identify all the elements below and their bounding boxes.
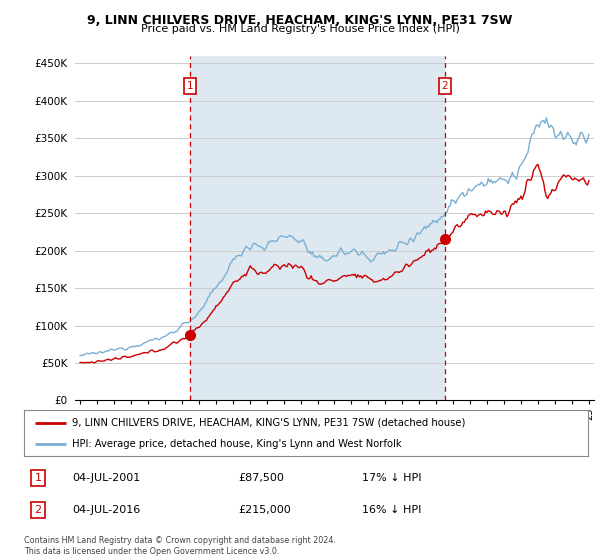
Text: 1: 1 [35,473,41,483]
Text: Contains HM Land Registry data © Crown copyright and database right 2024.
This d: Contains HM Land Registry data © Crown c… [24,536,336,556]
Text: 04-JUL-2001: 04-JUL-2001 [72,473,140,483]
Text: 17% ↓ HPI: 17% ↓ HPI [362,473,422,483]
Text: 16% ↓ HPI: 16% ↓ HPI [362,505,422,515]
Bar [190,56,445,400]
Text: 9, LINN CHILVERS DRIVE, HEACHAM, KING'S LYNN, PE31 7SW (detached house): 9, LINN CHILVERS DRIVE, HEACHAM, KING'S … [72,418,466,428]
Text: £215,000: £215,000 [238,505,291,515]
Text: 2: 2 [442,81,448,91]
Text: £87,500: £87,500 [238,473,284,483]
Text: 9, LINN CHILVERS DRIVE, HEACHAM, KING'S LYNN, PE31 7SW: 9, LINN CHILVERS DRIVE, HEACHAM, KING'S … [88,14,512,27]
Text: Price paid vs. HM Land Registry's House Price Index (HPI): Price paid vs. HM Land Registry's House … [140,24,460,34]
Text: 2: 2 [35,505,41,515]
Text: 04-JUL-2016: 04-JUL-2016 [72,505,140,515]
Text: 1: 1 [187,81,194,91]
Text: HPI: Average price, detached house, King's Lynn and West Norfolk: HPI: Average price, detached house, King… [72,439,401,449]
